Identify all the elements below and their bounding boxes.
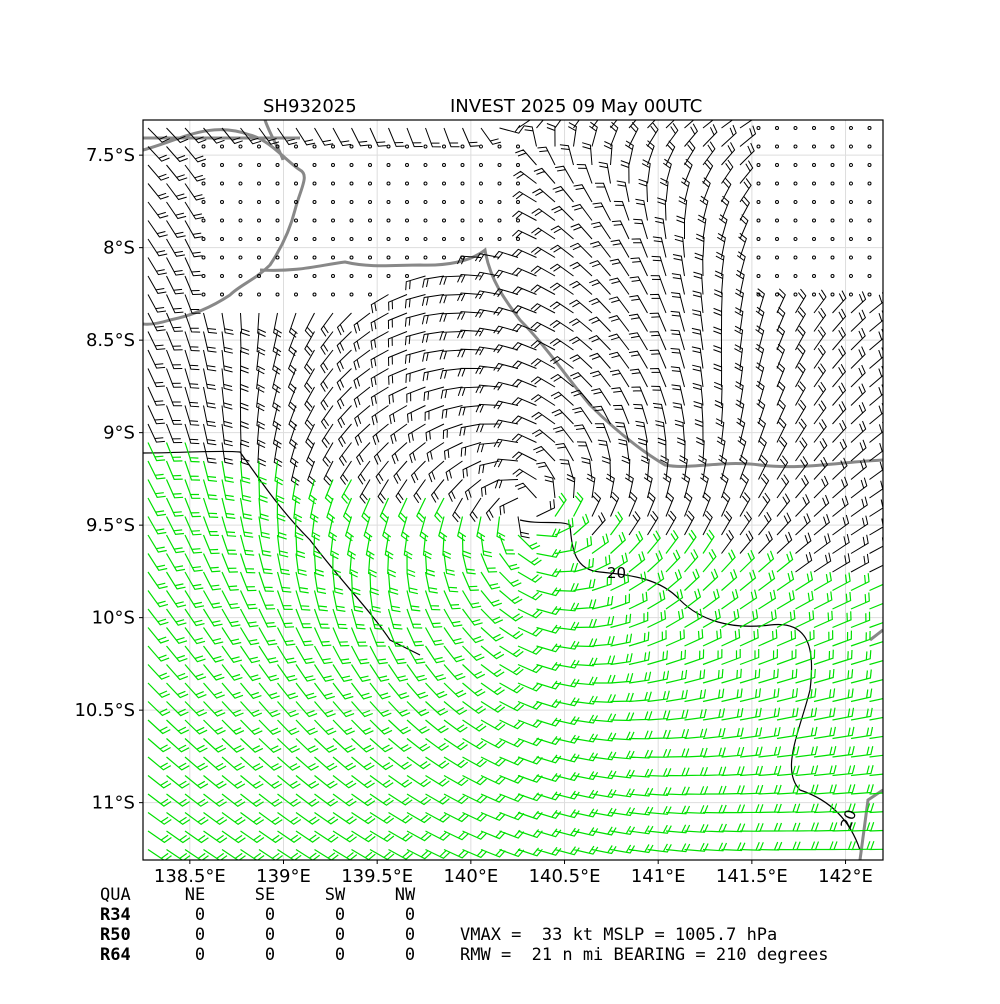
x-tick-label: 139.5°E [341, 866, 413, 887]
x-tick-label: 140°E [443, 866, 498, 887]
x-tick-label: 139°E [256, 866, 311, 887]
y-tick-label: 8°S [103, 238, 135, 259]
table-cell: 0 [405, 905, 415, 925]
table-header: SE [255, 885, 275, 905]
y-tick-label: 10°S [92, 608, 135, 629]
x-tick-label: 141.5°E [716, 866, 788, 887]
contour-line [143, 450, 861, 851]
table-cell: 0 [335, 905, 345, 925]
table-header: SW [325, 885, 346, 905]
table-header: NW [395, 885, 416, 905]
stats-line: RMW = 21 n mi BEARING = 210 degrees [460, 945, 828, 965]
table-cell: 0 [265, 925, 275, 945]
y-tick-label: 7.5°S [86, 145, 135, 166]
title-right: INVEST 2025 09 May 00UTC [450, 96, 702, 117]
plot-frame [142, 119, 884, 861]
table-header: NE [185, 885, 205, 905]
table-cell: 0 [405, 925, 415, 945]
table-header: QUA [100, 885, 131, 905]
y-tick-label: 9.5°S [86, 515, 135, 536]
y-tick-label: 10.5°S [74, 700, 135, 721]
contour-label: 20 [837, 807, 860, 831]
table-cell: 0 [195, 905, 205, 925]
wind-barbs-black [147, 120, 883, 573]
table-cell: R34 [100, 905, 131, 925]
y-tick-label: 11°S [92, 793, 135, 814]
x-tick-label: 141°E [631, 866, 686, 887]
x-tick-label: 142°E [818, 866, 873, 887]
table-cell: 0 [195, 945, 205, 965]
table-cell: R50 [100, 925, 131, 945]
table-cell: 0 [265, 945, 275, 965]
coastline [143, 120, 883, 860]
y-tick-label: 8.5°S [86, 330, 135, 351]
table-cell: 0 [265, 905, 275, 925]
title-left: SH932025 [263, 96, 357, 117]
x-tick-label: 140.5°E [529, 866, 601, 887]
x-tick-label: 138.5°E [154, 866, 226, 887]
table-cell: 0 [335, 925, 345, 945]
table-cell: 0 [335, 945, 345, 965]
map-layer [143, 120, 883, 860]
wind-barbs [147, 120, 883, 860]
table-cell: 0 [405, 945, 415, 965]
calm-markers [201, 126, 872, 297]
contour-label: 20 [607, 564, 626, 582]
wind-barbs-green [147, 442, 883, 860]
table-cell: 0 [195, 925, 205, 945]
stats-line: VMAX = 33 kt MSLP = 1005.7 hPa [460, 925, 777, 945]
table-cell: R64 [100, 945, 131, 965]
y-tick-label: 9°S [103, 423, 135, 444]
